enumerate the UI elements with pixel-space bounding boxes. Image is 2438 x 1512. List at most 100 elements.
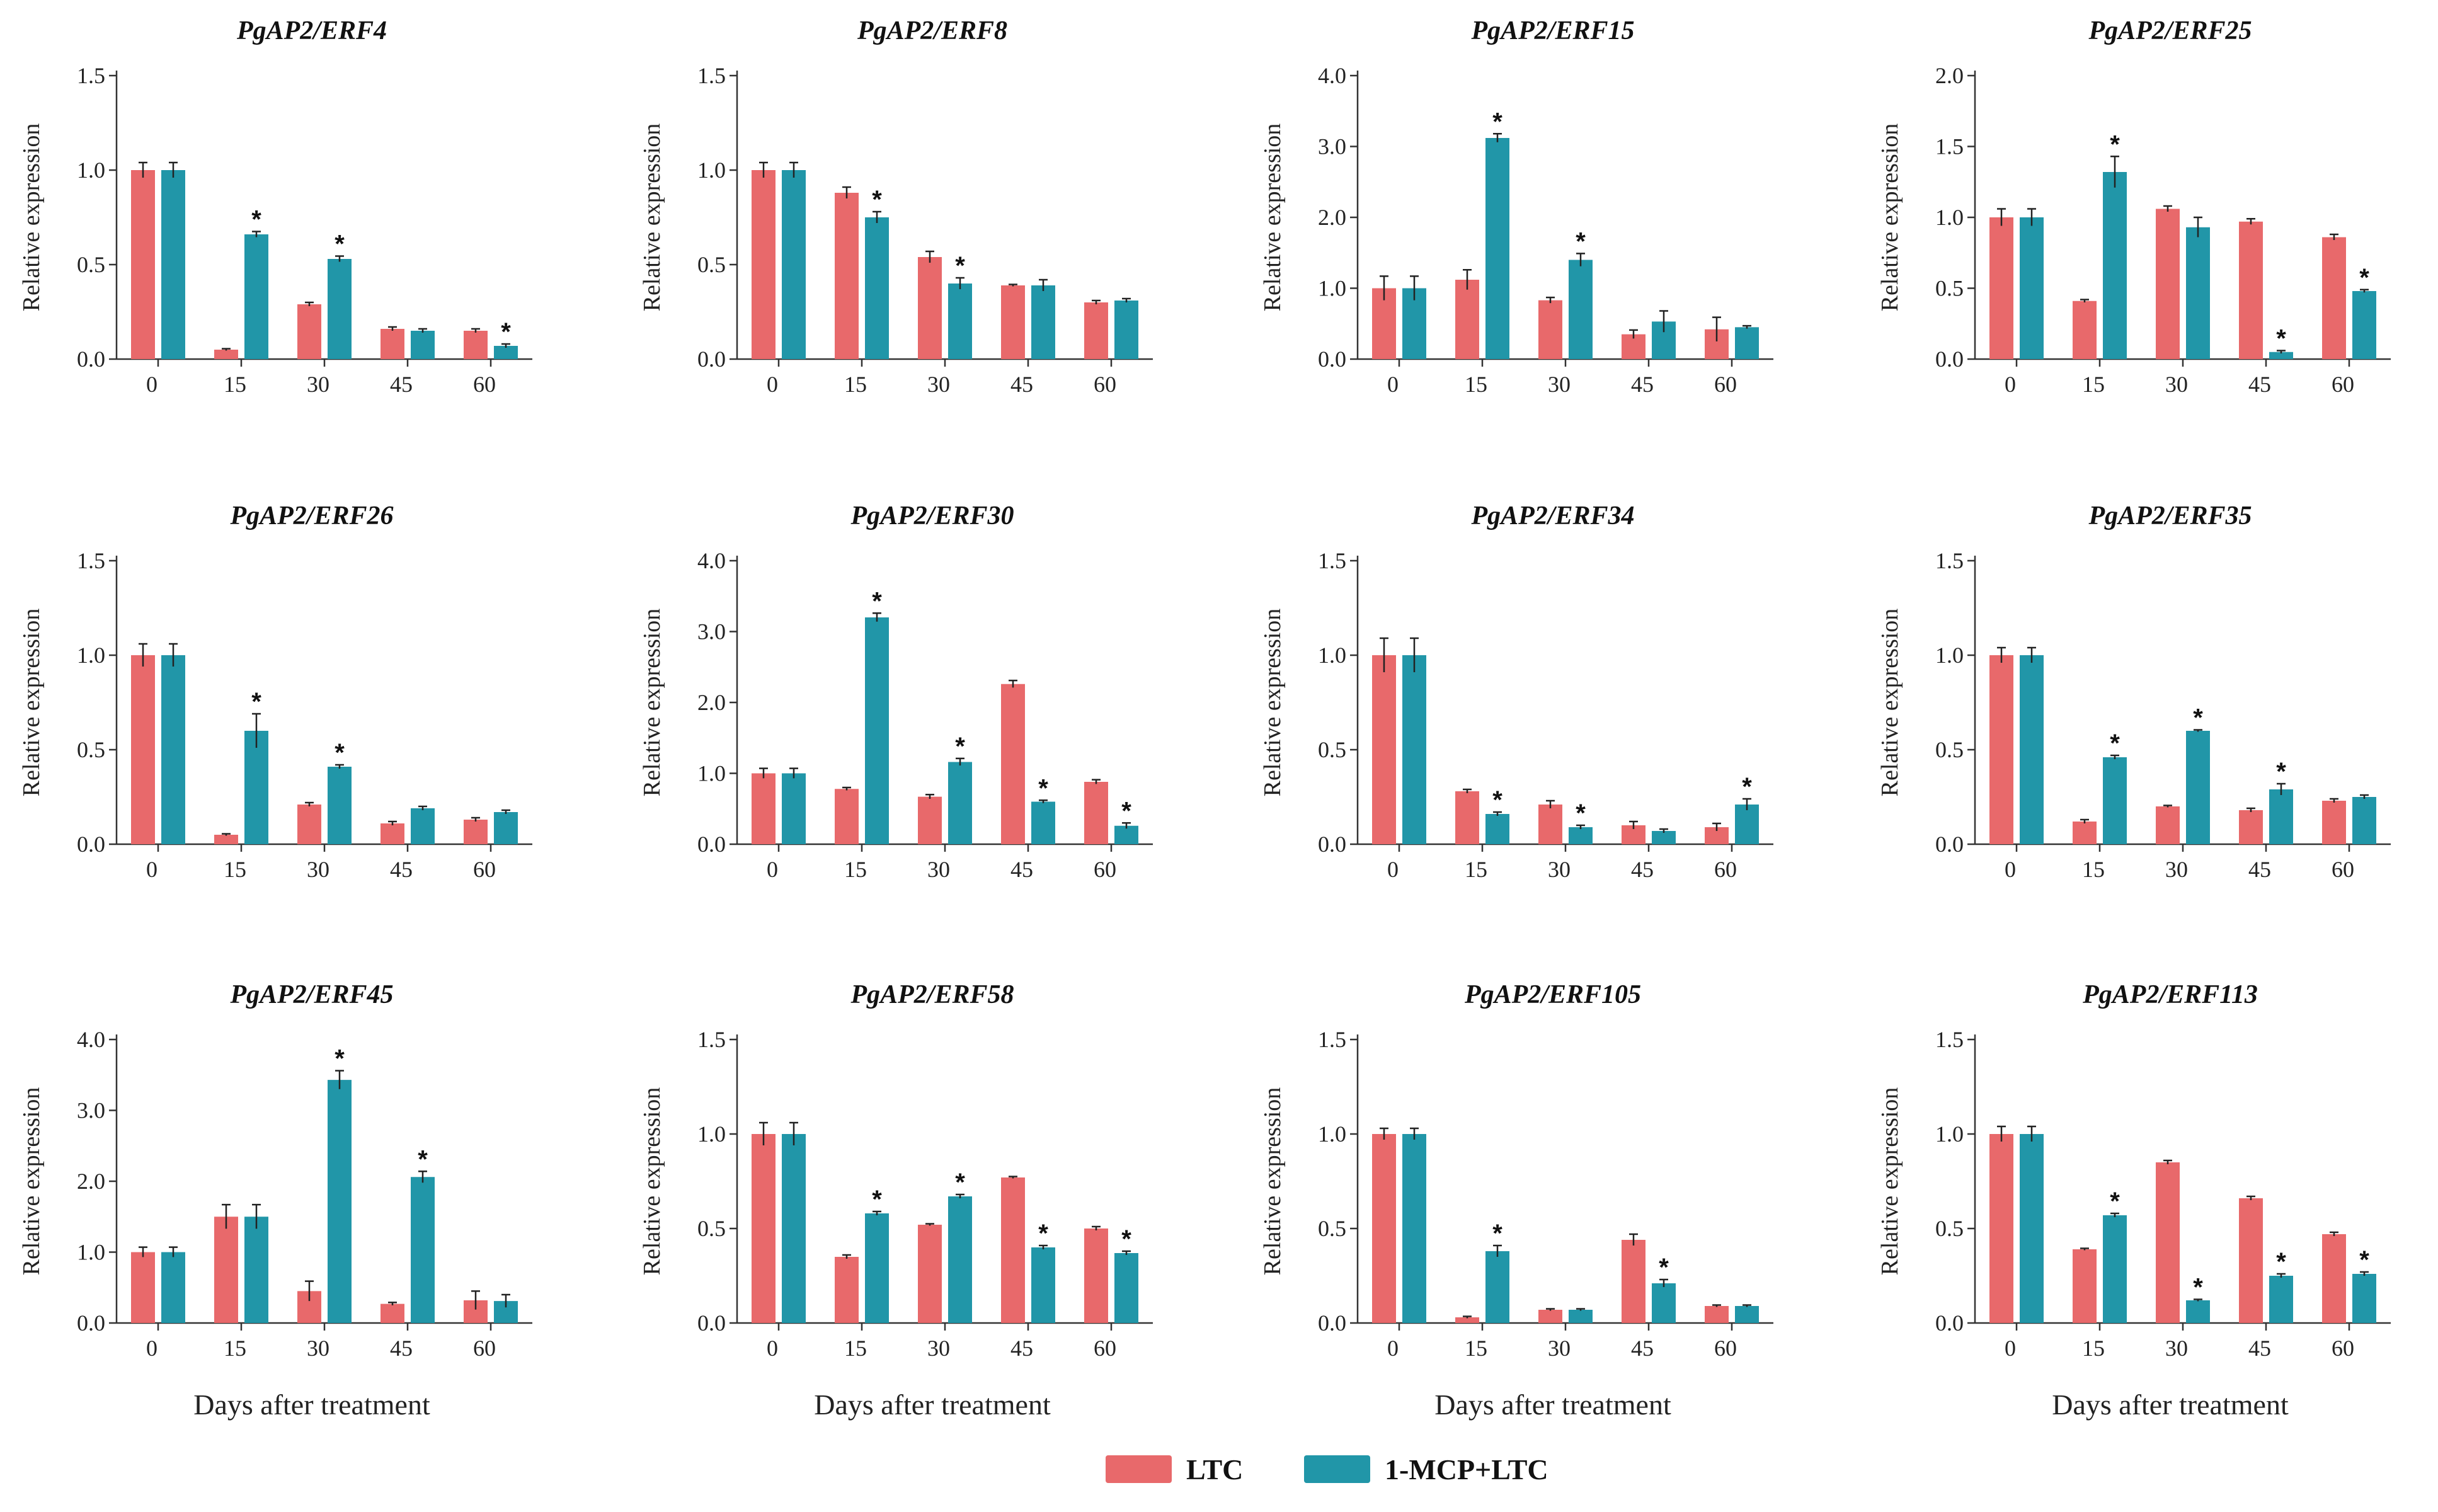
bar-ltc (2156, 209, 2180, 359)
bar-ltc (1001, 684, 1025, 844)
y-axis-label: Relative expression (1259, 1087, 1286, 1276)
bar-ltc (1622, 1240, 1645, 1323)
x-tick-label: 60 (2332, 857, 2354, 882)
significance-star: * (1659, 1254, 1669, 1281)
y-tick-label: 2.0 (77, 1169, 105, 1194)
significance-star: * (335, 739, 345, 767)
bar-ltc (2156, 1162, 2180, 1323)
bar-1mcp-ltc (411, 808, 435, 844)
bar-1mcp-ltc (1735, 327, 1759, 359)
bar-1mcp-ltc (1031, 1247, 1055, 1323)
legend-swatch-ltc (1106, 1455, 1172, 1483)
bar-ltc (297, 805, 321, 844)
bar-1mcp-ltc (2020, 655, 2044, 844)
bar-ltc (918, 257, 942, 359)
x-tick-label: 30 (1548, 372, 1571, 397)
bar-ltc (835, 789, 859, 844)
significance-star: * (955, 1169, 965, 1196)
x-tick-label: 30 (927, 1336, 950, 1361)
bar-ltc (2156, 806, 2180, 844)
y-axis-label: Relative expression (1877, 609, 1903, 797)
bar-1mcp-ltc (2186, 1300, 2210, 1323)
x-tick-label: 0 (1387, 1336, 1399, 1361)
significance-star: * (1742, 773, 1752, 801)
bar-ltc (131, 1252, 155, 1323)
bar-1mcp-ltc (948, 284, 972, 359)
x-tick-label: 15 (2082, 1336, 2105, 1361)
bar-ltc (1538, 1310, 1562, 1323)
bar-1mcp-ltc (411, 331, 435, 359)
bar-ltc (835, 1257, 859, 1323)
legend-label-1mcp-ltc: 1-MCP+LTC (1385, 1453, 1548, 1486)
bar-ltc (1455, 791, 1479, 844)
x-tick-label: 30 (1548, 857, 1571, 882)
bar-ltc (131, 170, 155, 359)
significance-star: * (1038, 774, 1048, 802)
legend: LTC 1-MCP+LTC (1106, 1453, 1548, 1486)
x-tick-label: 60 (473, 372, 496, 397)
significance-star: * (251, 688, 261, 716)
x-tick-label: 15 (2082, 372, 2105, 397)
significance-star: * (2110, 130, 2120, 158)
bar-ltc (1084, 782, 1108, 844)
x-tick-label: 30 (2165, 372, 2188, 397)
bar-ltc (918, 1225, 942, 1323)
bar-ltc (1001, 285, 1025, 359)
bar-1mcp-ltc (782, 773, 806, 844)
bar-1mcp-ltc (1402, 1134, 1426, 1323)
bar-1mcp-ltc (1569, 1310, 1593, 1323)
bar-ltc (2322, 801, 2346, 844)
y-tick-label: 3.0 (697, 619, 726, 644)
bar-1mcp-ltc (782, 1134, 806, 1323)
x-tick-label: 15 (1465, 372, 1487, 397)
chart-title: PgAP2/ERF15 (1470, 16, 1634, 45)
bar-ltc (1084, 1228, 1108, 1323)
y-axis-label: Relative expression (18, 123, 45, 312)
bar-1mcp-ltc (2186, 731, 2210, 844)
x-tick-label: 60 (473, 857, 496, 882)
bar-1mcp-ltc (1569, 260, 1593, 359)
y-tick-label: 1.0 (77, 1240, 105, 1265)
chart-title: PgAP2/ERF45 (229, 980, 393, 1009)
bar-ltc (214, 835, 238, 844)
significance-star: * (335, 231, 345, 258)
significance-star: * (1492, 1220, 1502, 1247)
x-axis-label: Days after treatment (193, 1389, 430, 1421)
y-tick-label: 0.0 (1318, 1310, 1346, 1336)
x-tick-label: 45 (1010, 1336, 1033, 1361)
y-axis-label: Relative expression (639, 123, 665, 312)
x-tick-label: 15 (224, 372, 246, 397)
y-tick-label: 1.5 (697, 63, 726, 88)
y-tick-label: 4.0 (77, 1027, 105, 1052)
x-tick-label: 30 (927, 372, 950, 397)
bar-1mcp-ltc (865, 617, 889, 844)
bar-ltc (1001, 1177, 1025, 1323)
y-tick-label: 0.0 (1318, 832, 1346, 857)
bar-ltc (214, 1217, 238, 1323)
x-axis-label: Days after treatment (1434, 1389, 1671, 1421)
significance-star: * (2359, 264, 2369, 292)
significance-star: * (2110, 1188, 2120, 1215)
bar-1mcp-ltc (1402, 655, 1426, 844)
bar-1mcp-ltc (1735, 805, 1759, 844)
significance-star: * (335, 1045, 345, 1073)
x-tick-label: 45 (390, 857, 413, 882)
bar-1mcp-ltc (1031, 285, 1055, 359)
x-tick-label: 45 (2248, 857, 2271, 882)
y-tick-label: 0.0 (1318, 346, 1346, 372)
x-tick-label: 60 (1094, 372, 1116, 397)
bar-1mcp-ltc (1485, 814, 1509, 844)
bar-1mcp-ltc (2103, 172, 2127, 359)
y-tick-label: 1.0 (77, 158, 105, 183)
bar-ltc (2239, 221, 2263, 359)
bar-ltc (2073, 301, 2097, 359)
significance-star: * (1576, 227, 1586, 255)
x-tick-label: 30 (2165, 1336, 2188, 1361)
x-tick-label: 45 (1010, 857, 1033, 882)
bar-ltc (1538, 300, 1562, 359)
y-tick-label: 4.0 (1318, 63, 1346, 88)
y-tick-label: 0.5 (1935, 737, 1964, 762)
x-tick-label: 45 (1631, 1336, 1654, 1361)
bar-1mcp-ltc (494, 346, 518, 359)
y-tick-label: 1.5 (1935, 548, 1964, 573)
